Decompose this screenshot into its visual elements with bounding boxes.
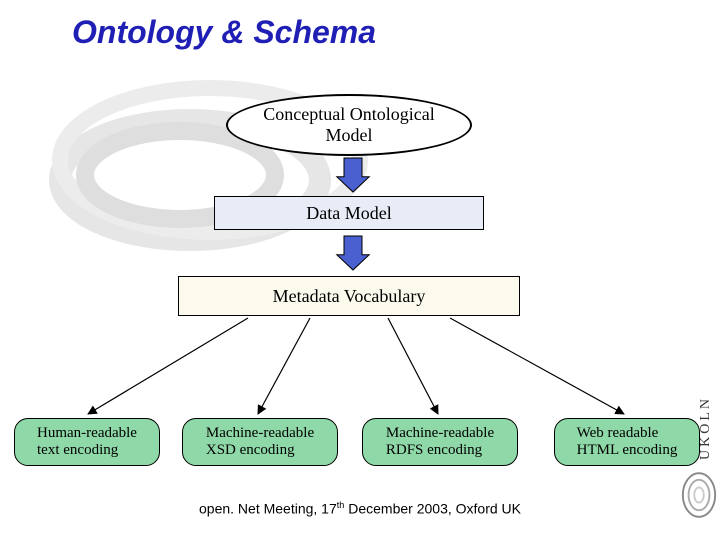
leaf-label: Machine-readable bbox=[386, 425, 494, 442]
node-conceptual-model: Conceptual Ontological Model bbox=[226, 94, 472, 156]
org-logo-icon bbox=[680, 470, 718, 520]
leaf-label: Human-readable bbox=[37, 425, 137, 442]
leaf-label: XSD encoding bbox=[206, 442, 314, 459]
node-label: Data Model bbox=[306, 203, 391, 224]
leaf-xsd-encoding: Machine-readable XSD encoding bbox=[182, 418, 338, 466]
thin-arrow bbox=[450, 318, 624, 414]
org-label: UKOLN bbox=[698, 396, 714, 460]
node-label: Conceptual Ontological bbox=[263, 104, 434, 125]
leaf-label: HTML encoding bbox=[577, 442, 678, 459]
slide-title: Ontology & Schema bbox=[72, 14, 376, 51]
thin-arrow bbox=[88, 318, 248, 414]
node-label: Metadata Vocabulary bbox=[273, 286, 426, 307]
thin-arrow bbox=[258, 318, 310, 414]
thin-arrow bbox=[388, 318, 438, 414]
leaf-label: Web readable bbox=[577, 425, 678, 442]
leaf-label: Machine-readable bbox=[206, 425, 314, 442]
node-data-model: Data Model bbox=[214, 196, 484, 230]
background-ornament bbox=[40, 60, 380, 260]
leaf-rdfs-encoding: Machine-readable RDFS encoding bbox=[362, 418, 518, 466]
leaf-html-encoding: Web readable HTML encoding bbox=[554, 418, 700, 466]
node-label: Model bbox=[263, 125, 434, 146]
leaf-label: RDFS encoding bbox=[386, 442, 494, 459]
footer-text: open. Net Meeting, 17th December 2003, O… bbox=[0, 500, 720, 517]
leaf-label: text encoding bbox=[37, 442, 137, 459]
node-metadata-vocabulary: Metadata Vocabulary bbox=[178, 276, 520, 316]
leaf-human-readable: Human-readable text encoding bbox=[14, 418, 160, 466]
